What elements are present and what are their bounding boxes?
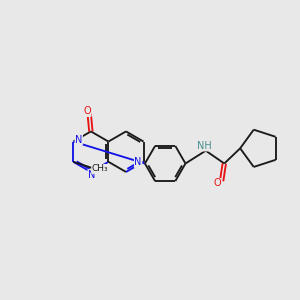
Text: N: N xyxy=(75,135,82,145)
Text: N: N xyxy=(134,158,142,167)
Text: NH: NH xyxy=(197,141,212,151)
Text: O: O xyxy=(83,106,91,116)
Text: CH₃: CH₃ xyxy=(92,164,108,173)
Text: N: N xyxy=(88,170,95,180)
Text: O: O xyxy=(213,178,221,188)
